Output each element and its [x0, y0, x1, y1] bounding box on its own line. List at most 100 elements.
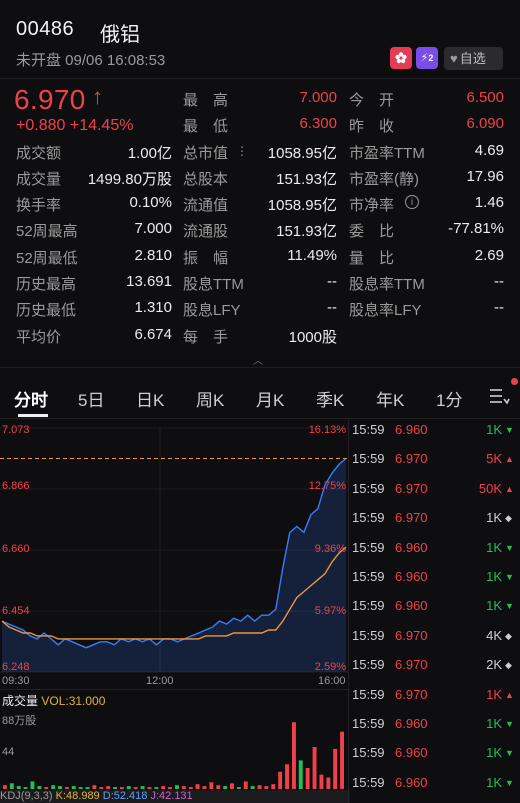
stat-label: 市盈率(静) [349, 171, 419, 188]
stat-label: 股息率LFY [349, 302, 422, 319]
stat-label: 最 高 [183, 92, 229, 109]
volume-bar [9, 783, 14, 789]
trade-volume: 1K [486, 539, 502, 555]
volume-bar [216, 785, 221, 789]
trade-row: 15:59 6.960 1K ▼ [350, 716, 520, 734]
trade-price: 6.960 [395, 569, 428, 584]
trade-price: 6.970 [395, 657, 428, 673]
volume-value: VOL:31.000 [41, 694, 106, 708]
info-icon[interactable]: i [405, 195, 419, 209]
tab-7[interactable]: 1分 [436, 391, 463, 410]
hk-market-icon [390, 47, 412, 69]
change-amount: +0.880 [16, 117, 66, 134]
tab-0[interactable]: 分时 [14, 391, 48, 410]
stat-value: 151.93亿 [276, 171, 337, 188]
tabs-divider [0, 418, 520, 419]
info-icon[interactable]: ⋮ [236, 144, 248, 158]
stat-value: 1000股 [288, 329, 337, 346]
volume-bar [51, 785, 56, 789]
volume-divider [0, 689, 350, 690]
stat-label: 量 比 [349, 250, 395, 267]
volume-bar [23, 787, 28, 789]
trade-price: 6.960 [395, 774, 428, 790]
volume-bar [175, 785, 179, 789]
tab-4[interactable]: 月K [256, 391, 285, 410]
trade-price: 6.960 [395, 422, 428, 437]
trade-time: 15:59 [352, 657, 385, 673]
volume-bar [319, 774, 324, 789]
volume-bar [64, 787, 69, 789]
volume-bar [298, 760, 303, 789]
stat-label: 每 手 [183, 329, 229, 346]
average-price-line [1, 546, 347, 640]
collapse-chevron-icon[interactable]: ︿ [253, 356, 263, 367]
favorite-label: 自选 [459, 51, 486, 66]
trade-price: 6.970 [395, 627, 428, 643]
kdj-indicator[interactable]: KDJ(9,3,3) K:48.989 D:52.418 J:42.131 [0, 790, 350, 803]
chart-settings-icon[interactable] [488, 386, 510, 406]
stat-label: 市净率 [349, 197, 395, 214]
volume-bar [181, 786, 186, 789]
stat-value: 6.674 [134, 326, 172, 343]
tab-3[interactable]: 周K [196, 391, 225, 410]
volume-bar [92, 785, 97, 789]
trade-time: 15:59 [352, 569, 385, 584]
stat-label: 股息率TTM [349, 276, 425, 293]
trade-row: 15:59 6.960 1K ▼ [350, 598, 520, 616]
level2-icon[interactable]: ⚡2 [416, 47, 438, 69]
stat-value: 1058.95亿 [267, 197, 337, 214]
trades-divider [348, 420, 349, 803]
stat-value: 7.000 [134, 220, 172, 237]
stat-label: 委 比 [349, 223, 395, 240]
x-axis-time-label: 16:00 [318, 675, 346, 687]
stat-value: 7.000 [299, 89, 337, 106]
volume-bar [16, 786, 21, 789]
intraday-chart[interactable] [0, 420, 350, 686]
header-divider [0, 78, 520, 79]
trade-volume: 1K [486, 569, 502, 584]
sell-arrow-icon: ▼ [505, 601, 514, 612]
trade-row: 15:59 6.970 4K ◆ [350, 628, 520, 646]
tab-2[interactable]: 日K [136, 391, 165, 410]
stat-value: 2.810 [134, 247, 172, 264]
stat-value: 1.310 [134, 299, 172, 316]
volume-bar [120, 787, 124, 789]
stat-label: 股息LFY [183, 302, 241, 319]
stat-label: 今 开 [349, 92, 395, 109]
neutral-diamond-icon: ◆ [505, 660, 512, 671]
volume-bar [58, 786, 62, 789]
tab-6[interactable]: 年K [376, 391, 405, 410]
tab-1[interactable]: 5日 [78, 391, 105, 410]
stat-value: 11.49% [287, 247, 337, 264]
stat-value: 4.69 [474, 142, 504, 159]
trade-row: 15:59 6.970 5K ▲ [350, 451, 520, 469]
volume-bar [278, 771, 283, 789]
volume-bar [85, 787, 90, 789]
stat-label: 总股本 [183, 171, 229, 188]
volume-bar [333, 748, 338, 789]
y-axis-price-label: 6.248 [2, 661, 30, 673]
trade-time: 15:59 [352, 774, 385, 790]
stat-value: 17.96 [466, 168, 504, 185]
stock-code: 00486 [16, 18, 75, 40]
price-area [2, 458, 346, 672]
volume-label: 成交量 [2, 694, 39, 708]
add-favorite-button[interactable]: ♥ 自选 [444, 47, 503, 70]
neutral-diamond-icon: ◆ [505, 630, 512, 641]
trade-time: 15:59 [352, 716, 385, 731]
volume-bar [223, 786, 228, 789]
trade-time: 15:59 [352, 480, 385, 496]
y-axis-price-label: 6.660 [2, 543, 30, 555]
price-change: +0.880 +14.45% [16, 117, 133, 135]
sell-arrow-icon: ▼ [505, 748, 514, 759]
tab-5[interactable]: 季K [316, 391, 345, 410]
heart-icon: ♥ [450, 51, 458, 66]
volume-bar [99, 787, 104, 789]
stat-label: 平均价 [16, 329, 62, 346]
change-percent: +14.45% [69, 117, 134, 134]
volume-bar [236, 787, 241, 789]
trade-volume: 1K [486, 422, 502, 437]
trade-time: 15:59 [352, 422, 385, 437]
stat-label: 股息TTM [183, 276, 244, 293]
y-axis-price-label: 6.454 [2, 605, 30, 617]
